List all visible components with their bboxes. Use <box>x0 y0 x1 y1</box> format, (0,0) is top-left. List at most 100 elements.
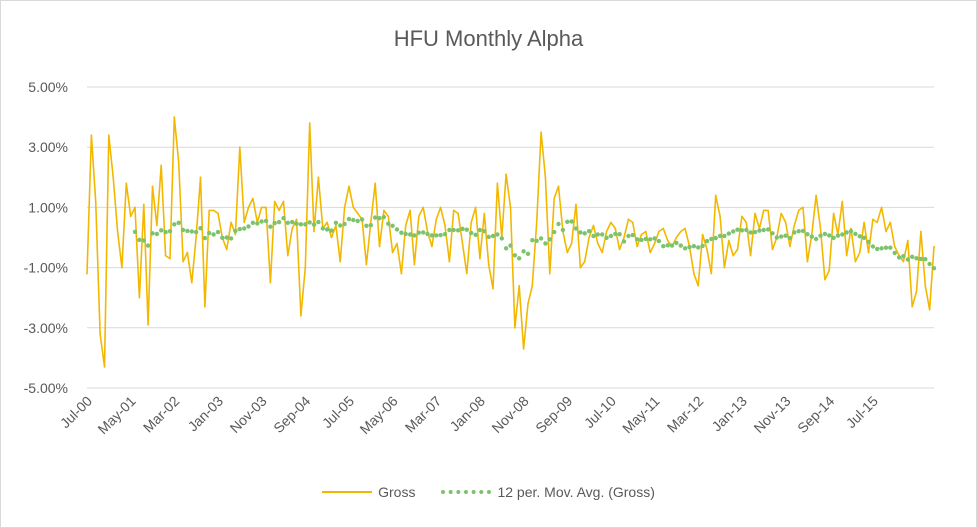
series-moving-average-point <box>722 233 727 239</box>
series-moving-average-point <box>346 216 352 222</box>
x-tick-label: Mar-02 <box>140 393 183 436</box>
series-gross-point <box>160 164 162 167</box>
y-tick-label: 5.00% <box>28 79 68 95</box>
series-gross-point <box>614 227 617 230</box>
series-moving-average-point <box>813 236 819 242</box>
series-gross-point <box>182 260 184 263</box>
series-gross-point <box>645 230 647 233</box>
series-moving-average-point <box>425 231 430 237</box>
series-moving-average-point <box>211 232 216 237</box>
series-gross-point <box>863 221 865 224</box>
series-gross-point <box>570 242 573 245</box>
series-gross-point <box>933 245 935 248</box>
series-gross-point <box>732 254 734 257</box>
series-moving-average-point <box>530 238 535 243</box>
series-moving-average-point <box>896 255 902 260</box>
series-gross-point <box>928 308 931 311</box>
series-gross-point <box>191 281 193 284</box>
series-moving-average-point <box>857 234 862 239</box>
series-gross-point <box>439 206 442 209</box>
series-moving-average-point <box>626 233 631 239</box>
series-moving-average-point <box>316 219 321 225</box>
series-moving-average-point <box>556 221 561 227</box>
series-moving-average-point <box>482 229 487 234</box>
series-moving-average-point <box>613 231 618 237</box>
series-gross-point <box>662 227 665 230</box>
series-moving-average-point <box>765 227 771 232</box>
series-gross-point <box>466 272 468 275</box>
series-moving-average-point <box>399 230 404 235</box>
series-gross-point <box>409 209 411 212</box>
series-gross-point <box>208 209 210 212</box>
series-gross-point <box>479 257 481 260</box>
series-moving-average-point <box>324 227 330 232</box>
series-moving-average-point <box>700 243 705 249</box>
series-moving-average-point <box>403 231 408 237</box>
x-tick-label: Jul-10 <box>581 393 619 431</box>
series-moving-average-point <box>220 235 225 240</box>
series-gross-point <box>872 218 874 221</box>
series-gross-point <box>636 245 638 248</box>
series-moving-average-point <box>792 230 797 235</box>
series-gross-point <box>304 266 307 269</box>
series-gross-point <box>588 236 590 239</box>
legend-item-moving-average: 12 per. Mov. Avg. (Gross) <box>441 484 655 500</box>
series-gross-point <box>920 230 922 233</box>
series-gross-point <box>797 209 800 212</box>
series-moving-average-point <box>739 228 745 233</box>
series-gross-point <box>675 236 678 239</box>
series-gross-point <box>658 230 660 233</box>
series-gross-point <box>86 272 88 275</box>
x-tick-label: Sep-09 <box>532 393 575 436</box>
series-moving-average-point <box>185 228 190 234</box>
series-moving-average-point <box>421 230 426 235</box>
series-gross-point <box>186 251 189 254</box>
series-gross-point <box>396 242 398 245</box>
series-gross-point <box>239 146 241 148</box>
series-gross-point <box>535 221 538 224</box>
series-moving-average-point <box>709 236 714 242</box>
series-gross-point <box>618 248 621 251</box>
series-moving-average-point <box>215 229 221 235</box>
series-moving-average-point <box>233 228 238 234</box>
series-moving-average-point <box>442 232 448 237</box>
x-tick-label: Mar-12 <box>664 393 707 436</box>
series-moving-average-point <box>883 245 889 250</box>
series-gross-point <box>741 215 743 218</box>
series-gross-point <box>413 263 416 266</box>
series-gross-point <box>195 236 197 239</box>
series-gross-point <box>566 251 569 254</box>
series-gross-point <box>151 185 154 188</box>
series-gross-point <box>924 284 927 287</box>
series-moving-average-point <box>303 222 308 227</box>
series-moving-average-point <box>888 245 893 250</box>
series-gross-point <box>143 203 145 206</box>
series-gross-point <box>313 230 315 233</box>
series-moving-average-point <box>931 266 937 271</box>
series-gross-point <box>418 215 420 218</box>
y-tick-label: -3.00% <box>24 320 68 336</box>
gridlines <box>87 86 934 389</box>
series-moving-average-point <box>416 230 421 235</box>
series-moving-average-point <box>779 234 784 239</box>
series-gross-point <box>889 221 892 224</box>
series-gross-point <box>701 233 704 236</box>
series-moving-average-point <box>469 230 474 236</box>
y-tick-label: -5.00% <box>24 380 68 396</box>
series-moving-average-point <box>163 229 168 235</box>
series-gross-point <box>400 272 403 275</box>
series-moving-average-point <box>560 227 566 233</box>
chart-title: HFU Monthly Alpha <box>393 26 584 51</box>
series-gross-point <box>706 248 708 251</box>
series-gross-point <box>684 227 686 230</box>
series-moving-average-point <box>787 235 793 241</box>
series-gross-point <box>108 134 110 136</box>
series-gross-point <box>736 248 739 251</box>
series-moving-average-point <box>892 250 897 256</box>
series-moving-average-point <box>831 235 836 240</box>
series-moving-average-point <box>412 233 417 238</box>
series-gross-point <box>452 209 455 212</box>
series-moving-average-point <box>386 221 391 226</box>
series-moving-average-point <box>250 220 256 225</box>
